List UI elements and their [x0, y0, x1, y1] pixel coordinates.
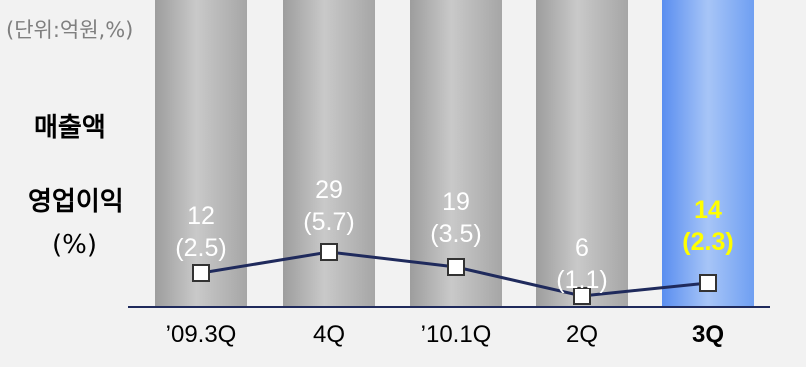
bar-4 — [662, 0, 754, 307]
profit-margin-label-0: (2.5) — [175, 234, 226, 262]
operating-profit-row-label: 영업이익 — [28, 187, 124, 217]
bar-2 — [410, 0, 502, 307]
sales-row-label: 매출액 — [34, 113, 106, 143]
line-layer — [192, 243, 717, 305]
profit-marker-3 — [573, 287, 591, 305]
profit-marker-0 — [192, 264, 210, 282]
profit-label-2: 19 — [442, 188, 470, 216]
category-label-0: ’09.3Q — [166, 321, 237, 348]
profit-label-1: 29 — [315, 176, 343, 204]
profit-label-3: 6 — [575, 234, 589, 262]
category-label-2: ’10.1Q — [421, 321, 492, 348]
profit-margin-label-1: (5.7) — [303, 208, 354, 236]
category-label-3: 2Q — [566, 321, 598, 348]
profit-margin-label-2: (3.5) — [430, 220, 481, 248]
bar-3 — [536, 0, 628, 308]
unit-label: (단위:억원,%) — [6, 18, 134, 42]
bars-layer — [155, 0, 754, 308]
profit-marker-1 — [320, 243, 338, 261]
profit-label-0: 12 — [187, 202, 215, 230]
operating-profit-unit-label: (%) — [52, 230, 97, 260]
bar-0 — [155, 0, 247, 308]
profit-margin-label-4: (2.3) — [682, 228, 733, 256]
profit-marker-2 — [447, 258, 465, 276]
category-label-4: 3Q — [692, 321, 724, 348]
profit-label-4: 14 — [694, 196, 722, 224]
category-label-1: 4Q — [313, 321, 345, 348]
profit-margin-label-3: (1.1) — [556, 266, 607, 294]
labels-layer: 479511537528612’09.3Q4Q’10.1Q2Q3Q12(2.5)… — [166, 176, 734, 348]
profit-marker-4 — [699, 274, 717, 292]
